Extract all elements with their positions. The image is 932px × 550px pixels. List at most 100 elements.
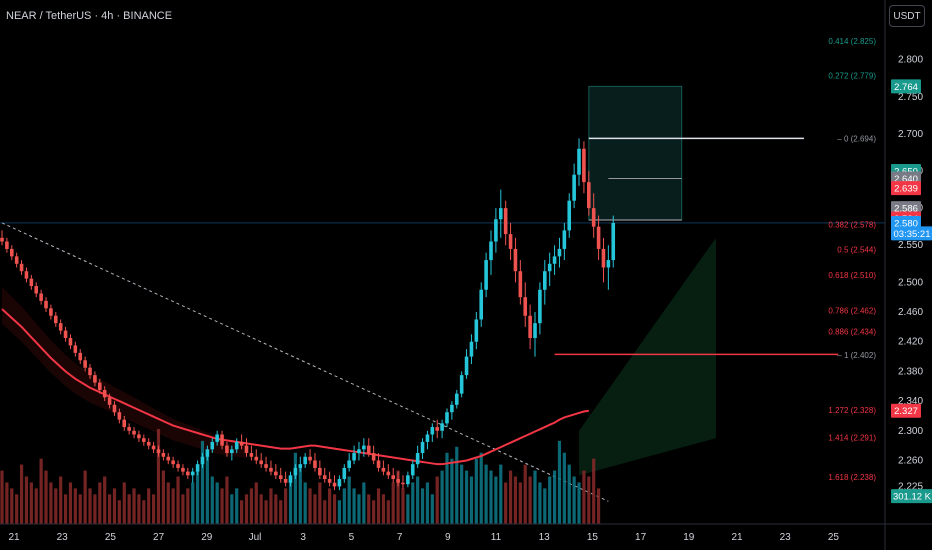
candle-body [454,393,459,405]
candle-body [391,475,395,480]
currency-button[interactable]: USDT [889,5,925,27]
volume-bar [513,476,518,524]
candle-body [557,248,562,257]
y-tick-label: 2.550 [898,240,923,251]
candle-body [239,441,244,446]
volume-bar [161,470,165,524]
volume-bar [54,488,58,524]
candle-body [547,263,552,272]
volume-bar [592,458,596,524]
volume-bar [196,470,200,524]
bull-cloud [579,237,716,476]
volume-bar [93,494,97,524]
candle-body [230,449,234,454]
y-tick-label: 2.750 [898,92,923,103]
volume-bar [0,470,4,524]
volume-bar [303,482,307,524]
candle-body [572,174,576,201]
volume-bar [259,494,263,524]
volume-bar [518,482,522,524]
candle-body [225,445,229,454]
candle-body [137,434,141,439]
x-tick-label: 11 [491,532,502,543]
volume-bar [401,488,405,524]
candle-body [29,278,34,287]
volume-bar [147,488,151,524]
volume-bar [308,488,312,524]
fib-level-label: – 1 (2.402) [837,351,876,360]
volume-bar [474,458,478,524]
candle-body [49,308,53,316]
candle-body [93,375,97,383]
candle-body [44,300,48,309]
volume-bar [596,488,601,524]
candle-body [430,427,435,435]
candle-body [63,330,68,339]
candle-body [596,226,601,249]
volume-bar [254,482,258,524]
candle-body [308,456,312,461]
volume-bar [249,488,253,524]
volume-bar [210,476,214,524]
volume-bar [528,476,532,524]
volume-bar [489,470,493,524]
candle-body [107,397,112,405]
volume-bar [186,488,190,524]
candle-body [53,315,58,324]
candle-body [259,460,263,465]
candle-body [161,453,166,457]
y-tick-label: 2.800 [898,55,923,66]
candle-body [420,441,425,454]
volume-bar [460,464,464,524]
volume-bar [181,494,185,524]
candle-body [176,464,180,468]
fib-level-label: 0.5 (2.544) [837,246,876,255]
volume-bar [151,494,156,524]
volume-bar [406,494,410,524]
volume-bar [411,482,415,524]
y-tick-label: 2.260 [898,455,923,466]
volume-bar [274,494,278,524]
volume-bar [445,452,449,524]
volume-bar [191,482,195,524]
volume-bar [504,482,508,524]
volume-bar [230,494,234,524]
volume-bar [523,464,527,524]
volume-bar [298,464,302,524]
candle-body [533,323,537,339]
candle-body [313,460,317,468]
candle-body [587,182,591,209]
volume-bar [548,476,552,524]
volume-bar [582,470,586,524]
volume-bar [156,429,161,524]
candle-body [386,471,391,476]
candle-body [489,241,493,261]
price-tag-label: 03:35:21 [894,229,931,240]
price-tag-label: 2.327 [894,406,918,417]
candle-body [19,263,24,272]
x-tick-label: 25 [105,532,117,543]
price-tag-label: 301.12 K [893,492,932,503]
volume-bar [381,494,386,524]
y-tick-label: 2.225 [898,481,923,492]
volume-bar [19,464,24,524]
candle-body [190,471,195,476]
volume-bar [430,494,434,524]
volume-bar [376,488,381,524]
volume-bar [137,494,141,524]
candle-body [567,200,572,231]
candle-body [435,427,440,431]
volume-bar [220,488,224,524]
candle-body [73,345,78,353]
volume-bar [440,470,444,524]
candle-body [440,423,444,431]
symbol-title[interactable]: NEAR / TetherUS · 4h · BINANCE [6,10,173,22]
candle-body [205,449,210,457]
volume-bar [352,488,356,524]
volume-bar [39,458,43,524]
x-tick-label: 21 [731,532,743,543]
candle-body [58,323,63,331]
price-tag [891,226,932,241]
volume-bar [269,488,273,524]
